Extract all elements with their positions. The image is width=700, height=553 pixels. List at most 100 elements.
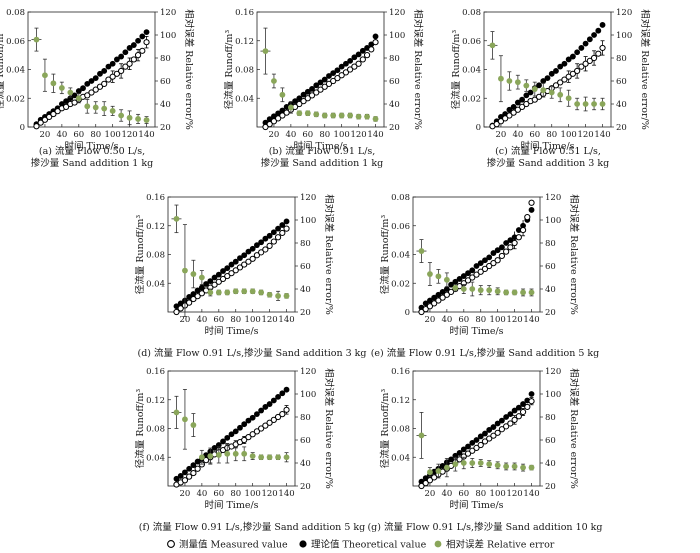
theoretical-point xyxy=(122,49,129,56)
theoretical-point xyxy=(92,75,99,82)
y-tick-label: 0.06 xyxy=(462,37,481,47)
measured-point xyxy=(105,76,112,83)
measured-point xyxy=(270,238,277,245)
theoretical-point xyxy=(190,462,197,469)
measured-point xyxy=(502,115,509,122)
theoretical-point xyxy=(503,240,510,246)
relative-error-point xyxy=(135,116,141,122)
y-tick-label: 0.16 xyxy=(146,367,165,377)
theoretical-point xyxy=(262,235,269,242)
x-tick-label: 60 xyxy=(73,130,84,140)
measured-point xyxy=(578,63,585,70)
relative-error-point xyxy=(296,110,303,117)
x-axis-label: 时间 Time/s xyxy=(520,140,574,152)
theoretical-point xyxy=(84,80,91,87)
panel-caption-line2: 掺沙量 Sand addition 3 kg xyxy=(487,157,609,169)
relative-error-point xyxy=(118,112,125,119)
relative-error-point xyxy=(460,286,467,292)
panel-caption-line1: (f) 流量 Flow 0.91 L/s,掺沙量 Sand addition 5… xyxy=(139,521,365,533)
y2-tick-label: 120 xyxy=(300,367,316,377)
plot-frame xyxy=(27,11,156,128)
theoretical-point xyxy=(544,75,551,82)
measured-point xyxy=(515,234,522,241)
y-tick-label: 0.04 xyxy=(391,251,410,261)
relative-error-point xyxy=(190,271,197,277)
theoretical-point xyxy=(431,294,438,301)
measured-point xyxy=(481,265,489,272)
measured-point xyxy=(503,423,510,430)
measured-point xyxy=(270,416,277,423)
theoretical-point xyxy=(460,273,467,279)
measured-point xyxy=(274,413,282,421)
theoretical-point xyxy=(343,60,349,67)
measured-point xyxy=(186,473,193,480)
x-tick-label: 40 xyxy=(56,130,67,140)
y2-tick-label: 60 xyxy=(389,77,400,87)
y-tick-label: 0.04 xyxy=(146,453,165,463)
x-axis-label: 时间 Time/s xyxy=(449,325,503,337)
theoretical-point xyxy=(304,88,311,95)
theoretical-point xyxy=(75,88,82,94)
measured-point xyxy=(122,63,129,70)
legend-theoretical-marker xyxy=(299,540,307,548)
y2-axis-label: 相对误差 Relative error/% xyxy=(323,368,335,489)
y-tick-label: 0.04 xyxy=(391,453,410,463)
measured-point xyxy=(464,450,472,457)
measured-point xyxy=(313,89,320,96)
relative-error-point xyxy=(249,453,256,459)
measured-point xyxy=(422,480,429,487)
theoretical-point xyxy=(469,439,476,446)
relative-error-point xyxy=(232,288,239,295)
measured-point xyxy=(236,264,244,271)
measured-point xyxy=(300,98,307,105)
relative-error-point xyxy=(42,72,48,79)
measured-point xyxy=(258,249,265,256)
x-axis-label: 时间 Time/s xyxy=(293,140,347,152)
measured-point xyxy=(418,308,425,316)
theoretical-point xyxy=(540,78,547,84)
theoretical-point xyxy=(477,433,484,440)
x-tick-label: 120 xyxy=(261,489,277,499)
measured-point xyxy=(186,299,193,306)
chart-panel-e: 20 40 60 80 100 120 14000.020.040.060.08204060… xyxy=(371,193,600,359)
measured-point xyxy=(351,63,358,70)
theoretical-point xyxy=(456,450,463,456)
theoretical-point xyxy=(334,67,341,74)
relative-error-point xyxy=(582,101,589,107)
measured-point xyxy=(118,67,125,75)
y2-tick-label: 80 xyxy=(160,54,171,64)
measured-point xyxy=(507,420,514,427)
relative-error-point xyxy=(520,289,526,296)
theoretical-point xyxy=(194,458,201,465)
theoretical-point xyxy=(570,53,576,60)
theoretical-point xyxy=(519,96,525,103)
y-tick-label: 0.04 xyxy=(462,66,481,76)
relative-error-point xyxy=(224,289,231,296)
measured-point xyxy=(464,277,472,284)
measured-point xyxy=(431,300,438,307)
theoretical-point xyxy=(523,92,530,99)
theoretical-point xyxy=(275,393,281,400)
theoretical-point xyxy=(330,70,337,76)
theoretical-point xyxy=(460,446,467,453)
x-tick-label: 80 xyxy=(475,489,486,499)
measured-point xyxy=(88,89,95,96)
x-tick-label: 60 xyxy=(529,130,540,140)
relative-error-point xyxy=(443,464,450,471)
x-tick-label: 140 xyxy=(523,315,539,325)
measured-point xyxy=(497,118,505,125)
measured-point xyxy=(190,295,197,303)
y2-tick-label: 20 xyxy=(300,308,311,318)
measured-point xyxy=(245,258,252,265)
measured-point xyxy=(494,257,501,264)
relative-error-point xyxy=(283,454,290,461)
theoretical-point xyxy=(215,271,222,278)
measured-point xyxy=(194,293,201,300)
x-tick-label: 60 xyxy=(458,489,469,499)
relative-error-point xyxy=(347,112,354,119)
theoretical-point xyxy=(326,73,332,79)
measured-point xyxy=(113,70,121,77)
measured-point xyxy=(241,436,248,444)
theoretical-point xyxy=(309,86,315,92)
relative-error-point xyxy=(477,287,484,294)
